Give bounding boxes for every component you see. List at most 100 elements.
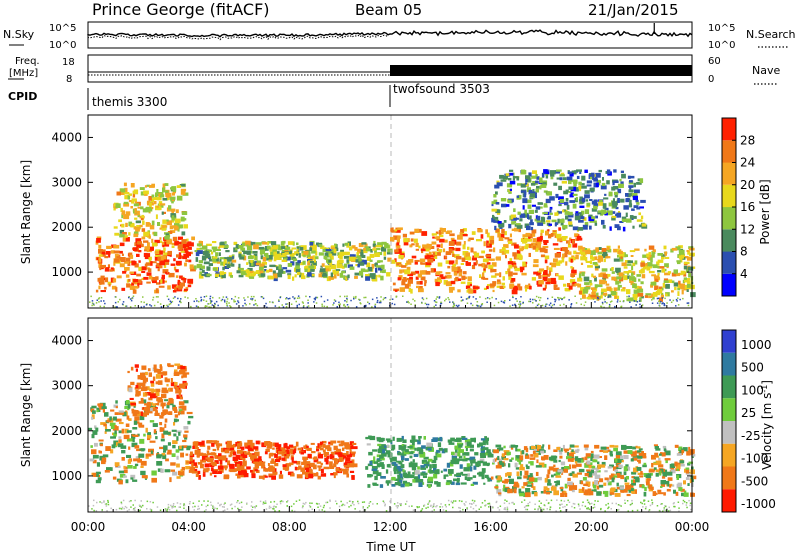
power-cell	[455, 259, 458, 265]
velocity-speckle	[234, 505, 236, 508]
velocity-cell	[221, 458, 226, 461]
power-cell	[354, 275, 358, 279]
power-cell	[481, 250, 485, 254]
velocity-speckle	[511, 501, 513, 504]
velocity-cell	[237, 449, 243, 454]
velocity-cell	[180, 365, 186, 370]
velocity-cell	[150, 450, 153, 454]
velocity-cell	[411, 466, 416, 471]
power-cell	[247, 255, 254, 260]
velocity-cell	[197, 462, 203, 465]
velocity-cell	[175, 430, 182, 433]
power-cell	[648, 245, 655, 250]
power-cell	[508, 271, 513, 277]
velocity-speckle	[329, 507, 331, 509]
power-cell	[182, 256, 187, 260]
power-cell	[628, 297, 634, 302]
velocity-speckle	[222, 510, 225, 512]
velocity-cell	[397, 453, 403, 456]
power-cell	[107, 281, 112, 285]
velocity-cell	[387, 452, 393, 458]
power-cell	[502, 276, 505, 280]
power-speckle	[380, 296, 382, 298]
power-speckle	[460, 300, 463, 302]
velocity-cell	[649, 469, 656, 472]
power-cell	[116, 256, 121, 259]
power-cell	[104, 286, 107, 290]
power-speckle	[233, 299, 235, 301]
power-cell	[171, 186, 177, 191]
velocity-cell	[504, 452, 509, 455]
velocity-speckle	[433, 509, 435, 511]
power-cell	[505, 271, 508, 275]
velocity-cell	[179, 445, 182, 450]
velocity-cell	[397, 474, 401, 478]
velocity-cell	[596, 491, 602, 496]
power-speckle	[547, 297, 549, 300]
velocity-cell	[126, 454, 132, 458]
power-cell	[154, 251, 161, 254]
power-cell	[366, 262, 371, 268]
power-cell	[525, 288, 528, 292]
velocity-cell	[528, 461, 532, 464]
velocity-speckle	[480, 506, 482, 508]
power-speckle	[195, 298, 197, 300]
velocity-speckle	[348, 500, 351, 502]
power-speckle	[228, 302, 230, 304]
velocity-cell	[286, 446, 291, 450]
velocity-cell	[421, 445, 426, 449]
velocity-cell	[450, 459, 456, 465]
power-speckle	[281, 304, 283, 306]
power-cell	[665, 293, 668, 297]
velocity-speckle	[651, 503, 654, 505]
power-cell	[424, 280, 427, 284]
power-speckle	[285, 297, 288, 299]
velocity-cell	[123, 469, 128, 474]
power-cell	[240, 271, 247, 276]
power-cell	[489, 258, 495, 261]
velocity-cell	[145, 393, 149, 396]
velocity-cell	[144, 403, 148, 406]
power-speckle	[529, 298, 532, 300]
velocity-cell	[127, 385, 131, 390]
power-cell	[150, 261, 153, 266]
power-cell	[199, 271, 202, 275]
power-speckle	[209, 302, 212, 304]
power-cell	[171, 210, 174, 214]
power-cell	[98, 254, 103, 257]
power-cell	[678, 280, 681, 285]
power-cell	[508, 172, 514, 176]
power-cell	[598, 201, 604, 206]
velocity-speckle	[193, 509, 195, 511]
velocity-cell	[521, 450, 525, 455]
power-speckle	[570, 304, 572, 306]
velocity-cell	[275, 459, 281, 463]
power-speckle	[166, 304, 168, 307]
power-cell	[531, 204, 536, 207]
power-cell	[300, 245, 307, 250]
velocity-cell	[316, 447, 320, 452]
velocity-speckle	[651, 501, 654, 504]
velocity-cell	[653, 462, 659, 466]
power-cell	[429, 245, 435, 249]
power-cell	[160, 194, 165, 198]
power-cell	[596, 292, 599, 298]
velocity-speckle	[678, 510, 680, 512]
velocity-cell	[318, 453, 324, 459]
power-cell	[443, 280, 448, 285]
velocity-speckle	[121, 506, 124, 509]
velocity-cell	[676, 453, 682, 456]
power-cell	[520, 238, 524, 242]
power-speckle	[339, 295, 341, 298]
power-cell	[428, 246, 431, 251]
power-cell	[378, 266, 384, 271]
power-speckle	[559, 304, 561, 306]
power-speckle	[367, 301, 369, 303]
power-cell	[281, 259, 288, 262]
velocity-cell	[402, 480, 408, 486]
velocity-cell	[310, 442, 315, 445]
velocity-cell	[466, 441, 472, 447]
power-cell	[138, 250, 142, 253]
velocity-cell	[161, 389, 167, 393]
power-cell	[547, 215, 551, 220]
